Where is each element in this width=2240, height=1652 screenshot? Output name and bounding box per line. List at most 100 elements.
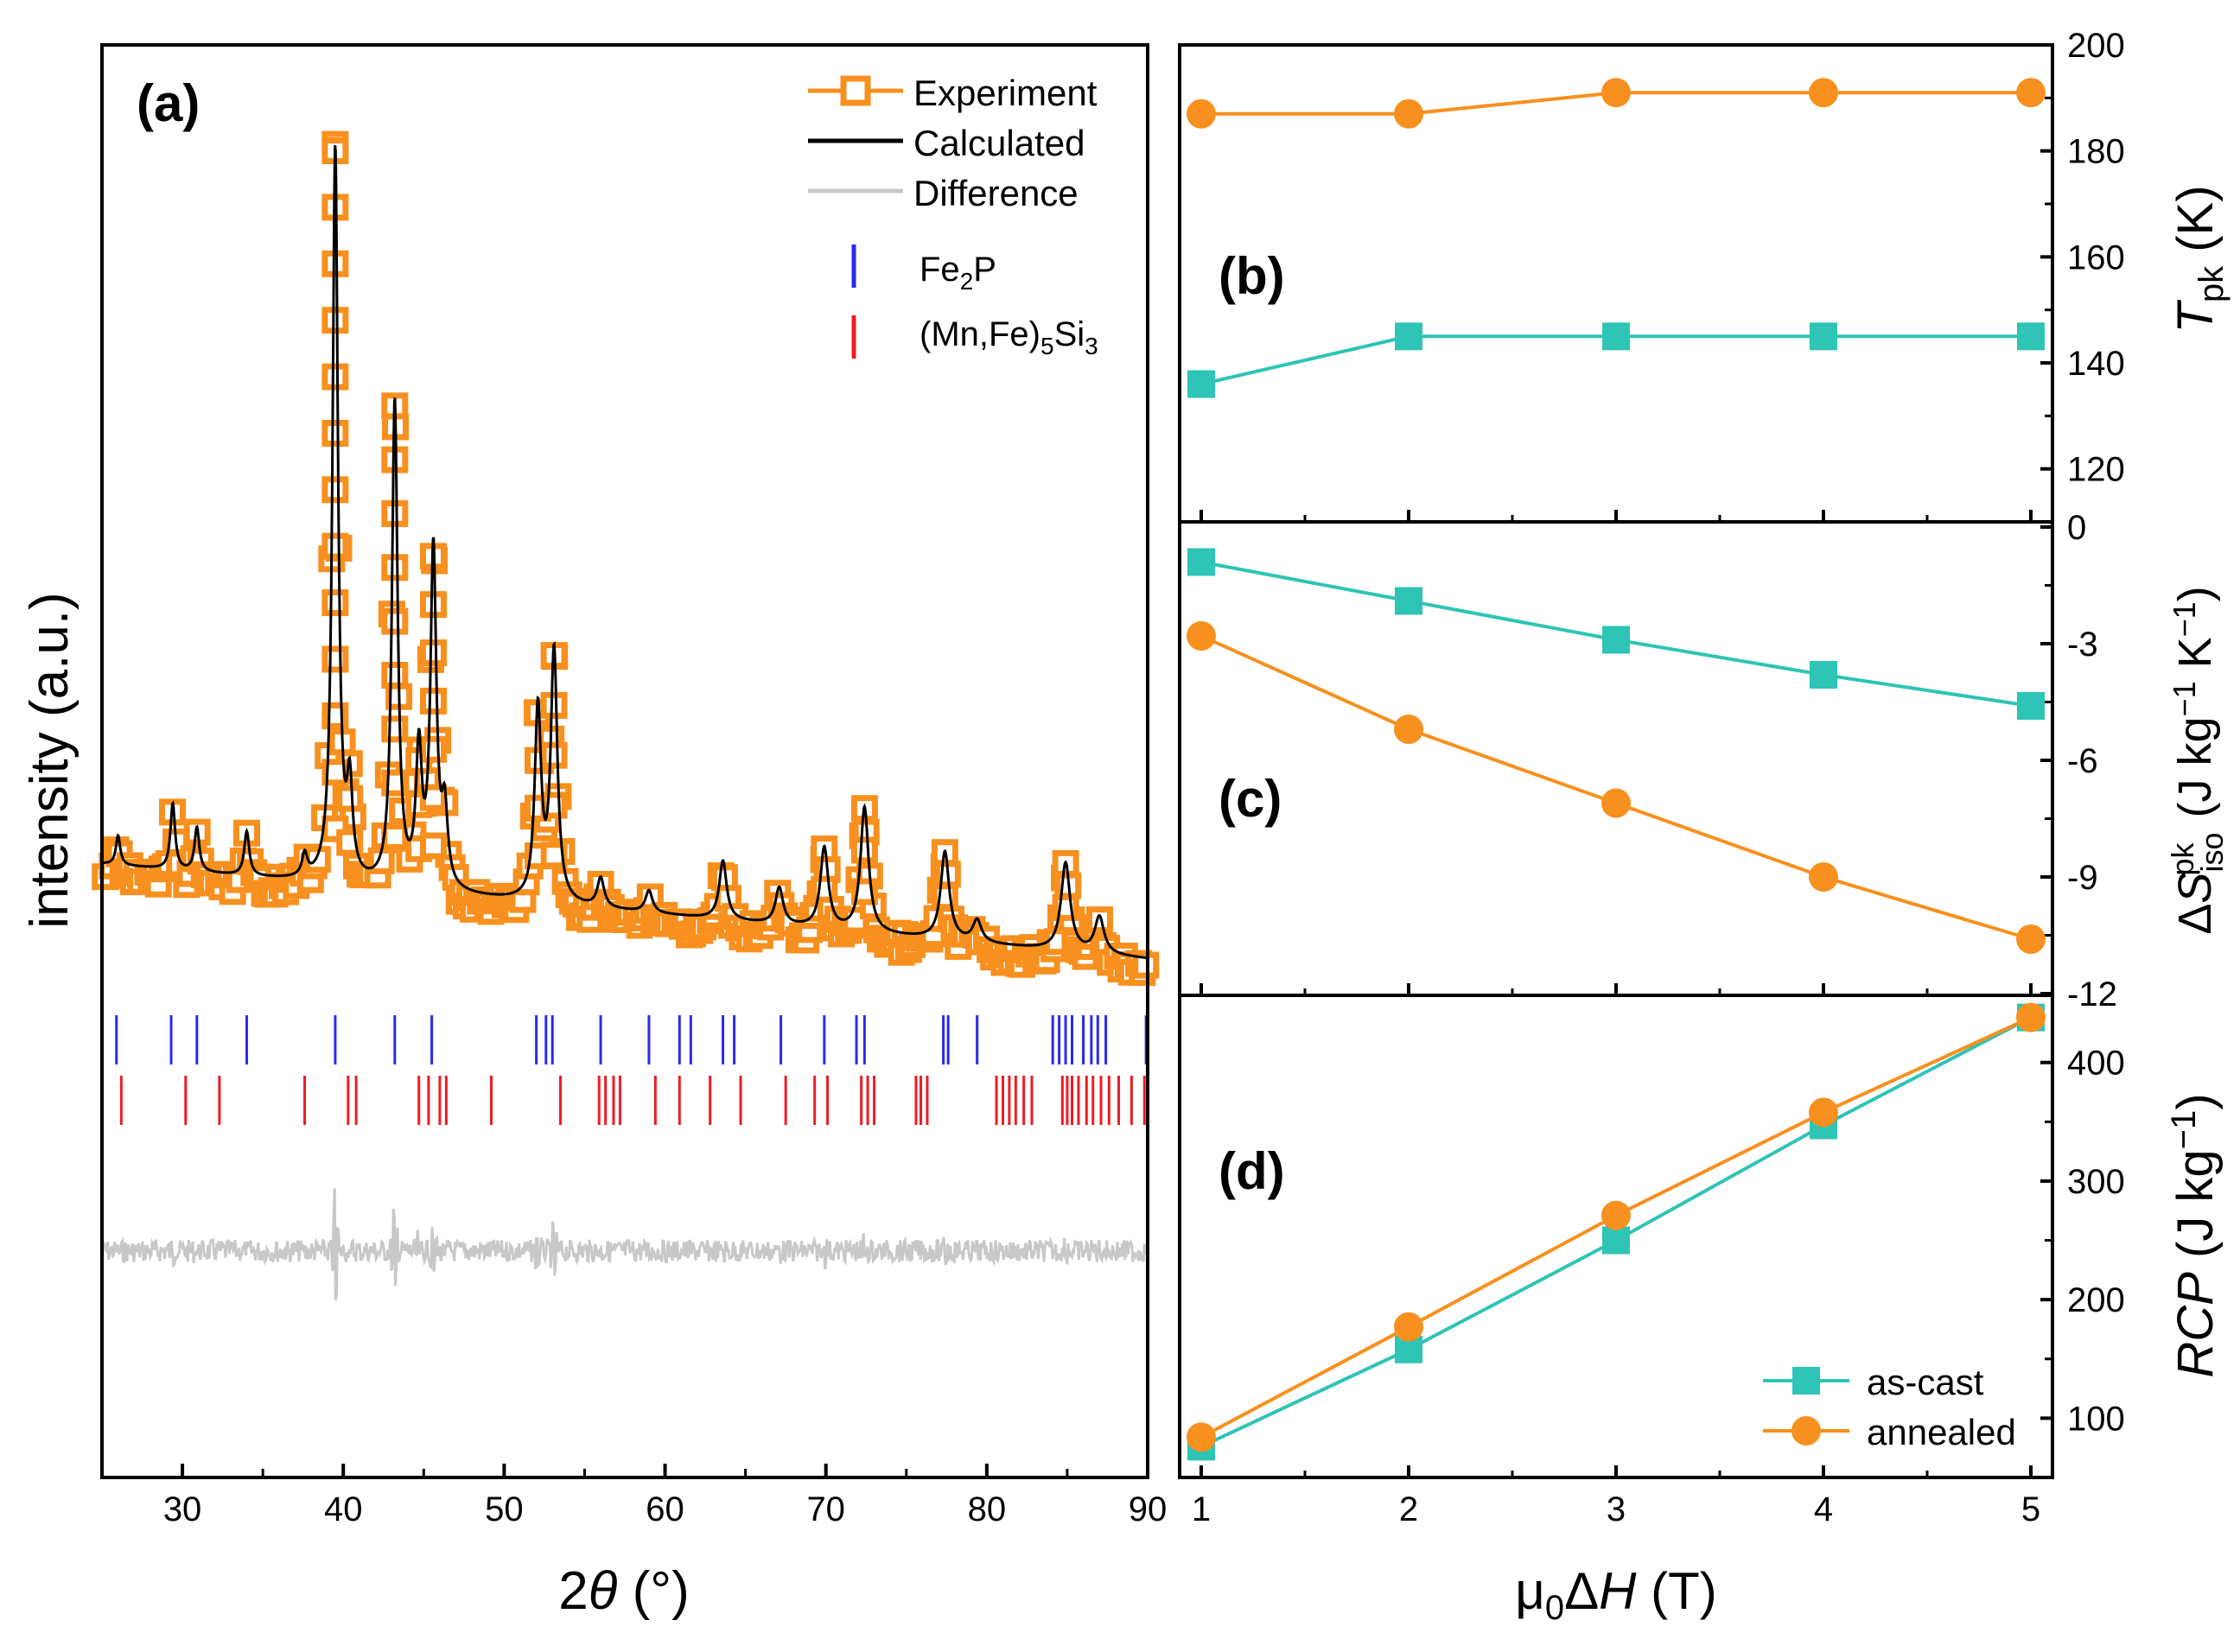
experiment-marker — [321, 815, 349, 842]
annealed-point — [1809, 1097, 1838, 1128]
as-cast-point — [1187, 370, 1215, 398]
xrd-x-tick-label: 40 — [324, 1490, 363, 1528]
entropy-plot-frame — [1178, 520, 2054, 997]
y-tick-label: -9 — [2067, 859, 2098, 897]
difference-curve-group — [100, 1188, 1149, 1301]
legend-fe2p-label: Fe2P — [920, 251, 996, 295]
experiment-marker — [381, 500, 409, 527]
annealed-point — [1394, 715, 1423, 744]
legend-mn5si3-label: (Mn,Fe)5Si3 — [920, 315, 1098, 359]
panel-a-label: (a) — [137, 74, 200, 132]
experiment-marker — [420, 735, 447, 763]
fe2p-reflection-ticks — [115, 1015, 1148, 1064]
rcp-x-axis: 1 2 3 4 5 — [1192, 1465, 2040, 1528]
y-tick-label: -12 — [2067, 975, 2117, 1013]
xrd-x-tick-label: 50 — [485, 1490, 524, 1528]
experiment-marker — [420, 687, 447, 715]
xrd-x-tick-label: 70 — [806, 1490, 845, 1528]
experiment-marker — [321, 645, 349, 673]
rcp-legend: as-cast annealed — [1763, 1362, 2016, 1452]
annealed-point — [2016, 1002, 2046, 1032]
legend-as-cast-swatch-marker — [1792, 1367, 1820, 1395]
xrd-legend: Experiment Calculated Difference Fe2P (M… — [808, 73, 1098, 359]
annealed-point — [1394, 98, 1423, 129]
rcp-y-axis-title: RCP (J kg−1) — [2165, 1093, 2224, 1377]
experiment-marker — [381, 823, 409, 850]
entropy-series — [1187, 548, 2046, 954]
xrd-x-tick-label: 30 — [163, 1490, 202, 1528]
experiment-marker — [850, 836, 878, 864]
experiment-marker — [420, 832, 447, 860]
x-tick-label: 2 — [1399, 1490, 1418, 1528]
annealed-point — [1809, 78, 1838, 108]
annealed-point — [2016, 924, 2046, 954]
legend-experiment-label: Experiment — [913, 73, 1098, 113]
y-tick-label: 100 — [2067, 1400, 2125, 1438]
x-tick-label: 1 — [1192, 1490, 1211, 1528]
annealed-point — [1187, 1422, 1216, 1452]
experiment-marker — [321, 532, 349, 560]
annealed-point — [1601, 1200, 1631, 1230]
annealed-point — [2016, 78, 2046, 108]
y-tick-label: 140 — [2067, 345, 2125, 383]
y-tick-label: 0 — [2067, 509, 2086, 547]
rcp-y-axis: 100 200 300 400 — [2040, 1045, 2125, 1438]
annealed-point — [1394, 1312, 1423, 1342]
y-tick-label: 160 — [2067, 238, 2125, 276]
mn5si3-reflection-ticks — [119, 1076, 1146, 1125]
rcp-panel: (d) 100 200 300 400 1 2 3 4 5 RCP (J kg−1) as-c… — [1178, 994, 2224, 1528]
xrd-x-tick-label: 80 — [968, 1490, 1007, 1528]
legend-annealed-label: annealed — [1867, 1412, 2016, 1452]
annealed-line — [1200, 634, 2032, 941]
experiment-marker — [381, 607, 409, 635]
as-cast-point — [1810, 322, 1837, 351]
experiment-marker — [420, 591, 447, 619]
x-tick-label: 5 — [2021, 1490, 2040, 1528]
panel-d-label: (d) — [1219, 1142, 1285, 1200]
rcp-series — [1187, 1002, 2046, 1461]
legend-calculated-label: Calculated — [913, 123, 1085, 163]
as-cast-point — [2017, 322, 2045, 351]
xrd-x-tick-label: 90 — [1129, 1490, 1168, 1528]
entropy-panel: (c) 0 -3 -6 -9 -12 ΔSisopk (J kg−1 K−1) — [1178, 509, 2230, 1013]
y-tick-label: 300 — [2067, 1163, 2125, 1201]
experiment-markers-group — [92, 130, 1160, 987]
tpk-y-axis-title: Tpk (K) — [2167, 185, 2230, 333]
y-tick-label: -6 — [2067, 742, 2098, 780]
x-tick-label: 3 — [1607, 1490, 1626, 1528]
calculated-curve — [102, 145, 1148, 960]
tpk-plot-frame — [1178, 43, 2054, 524]
xrd-y-axis-title: intensity (a.u.) — [20, 592, 80, 928]
xrd-x-tick-label: 60 — [646, 1490, 684, 1528]
legend-as-cast-label: as-cast — [1867, 1362, 1984, 1402]
difference-curve — [100, 1188, 1149, 1301]
calculated-curve-group — [102, 145, 1148, 960]
as-cast-point — [1602, 1226, 1630, 1255]
experiment-marker — [321, 363, 349, 391]
as-cast-point — [1810, 661, 1837, 689]
xrd-panel: 30 40 50 60 70 80 90 (a) Experiment Calculated… — [20, 43, 1168, 1621]
tpk-x-ticks — [1200, 510, 2033, 522]
annealed-point — [1809, 862, 1838, 892]
xrd-plot-frame — [100, 43, 1149, 1479]
experiment-marker — [381, 715, 409, 743]
entropy-x-ticks — [1200, 983, 2033, 995]
experiment-marker — [540, 741, 568, 769]
annealed-point — [1187, 98, 1216, 129]
experiment-marker — [420, 639, 447, 667]
y-tick-label: 200 — [2067, 27, 2125, 65]
y-tick-label: -3 — [2067, 626, 2098, 664]
as-cast-point — [1395, 587, 1422, 615]
experiment-marker — [336, 785, 364, 812]
legend-difference-label: Difference — [913, 173, 1079, 213]
annealed-point — [1601, 78, 1631, 108]
experiment-marker — [540, 691, 568, 719]
experiment-marker — [381, 554, 409, 581]
y-tick-label: 200 — [2067, 1281, 2125, 1319]
tpk-series — [1187, 78, 2046, 398]
xrd-x-axis-title: 2θ (°) — [558, 1561, 689, 1621]
as-cast-point — [2017, 692, 2045, 720]
y-tick-label: 400 — [2067, 1045, 2125, 1083]
y-tick-label: 180 — [2067, 133, 2125, 171]
